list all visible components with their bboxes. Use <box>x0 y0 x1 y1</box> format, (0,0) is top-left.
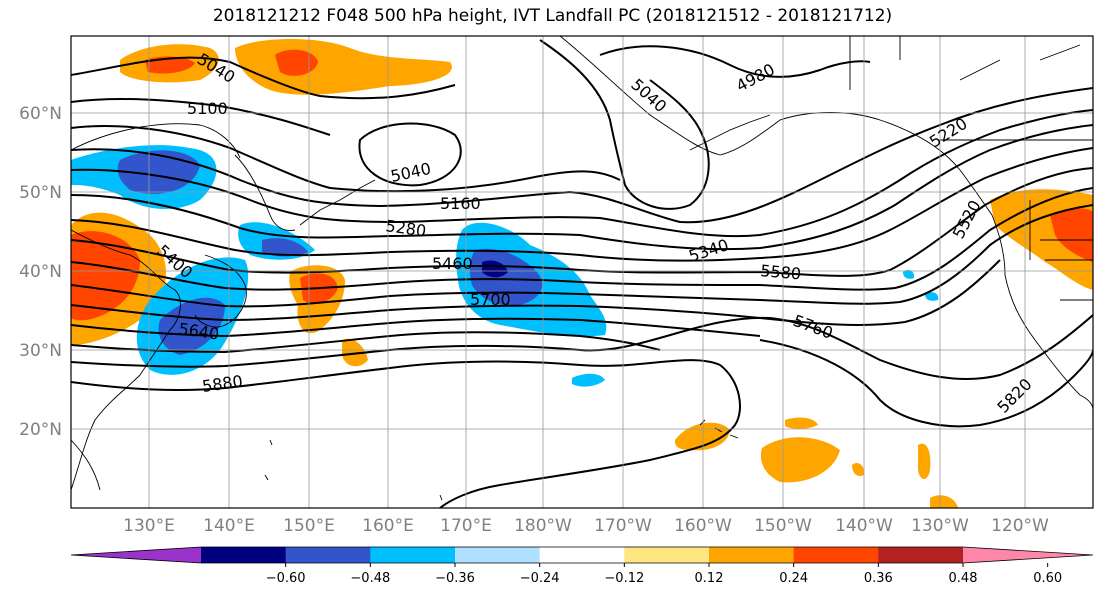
map-frame <box>70 35 1094 509</box>
japan-coastline <box>194 254 247 328</box>
colorbar-segment <box>455 547 541 563</box>
alaska-coastline <box>559 36 993 216</box>
negative-anomaly-region <box>903 270 915 279</box>
latitude-label: 60°N <box>19 104 62 124</box>
contour-5520 <box>71 204 1093 308</box>
latitude-label: 50°N <box>19 183 62 203</box>
pacific-islands <box>264 439 443 501</box>
contour-5220 <box>71 109 1093 238</box>
colorbar: −0.60 −0.48 −0.36 −0.24 −0.12 0.12 0.24 0.36 0.4… <box>70 546 1094 586</box>
height-contours <box>71 39 1093 508</box>
colorbar-segment <box>539 547 625 563</box>
colorbar-tick-label: 0.36 <box>864 571 893 586</box>
colorbar-segment <box>201 547 287 563</box>
positive-anomaly-region <box>918 443 931 479</box>
contour-5340 <box>71 147 1093 262</box>
longitude-label: 160°W <box>674 516 732 536</box>
negative-anomaly-region <box>925 292 939 301</box>
latitude-label: 20°N <box>19 420 62 440</box>
contour-5760 <box>71 314 1093 380</box>
colorbar-tick-label: 0.24 <box>779 571 808 586</box>
colorbar-segment <box>370 547 456 563</box>
longitude-label: 160°E <box>362 516 414 536</box>
positive-anomaly-region <box>342 338 368 367</box>
map-title: 2018121212 F048 500 hPa height, IVT Land… <box>212 6 893 26</box>
negative-anomaly-region <box>117 150 200 194</box>
contour-5820 <box>759 339 1093 428</box>
colorbar-tick-label: 0.48 <box>949 571 978 586</box>
positive-anomaly-region <box>852 463 865 476</box>
longitude-label: 170°E <box>440 516 492 536</box>
contour-ridge-1 <box>71 125 621 193</box>
colorbar-tick-label: −0.60 <box>266 571 306 586</box>
contour-label: 5580 <box>760 261 802 283</box>
positive-anomaly-region <box>760 437 840 483</box>
colorbar-tick-label: −0.24 <box>520 571 560 586</box>
contour-label: 5160 <box>440 194 481 213</box>
contour-5460 <box>71 187 1093 291</box>
colorbar-extend-low <box>71 547 201 563</box>
colorbar-tick-label: −0.36 <box>435 571 475 586</box>
negative-anomaly-region <box>158 297 225 355</box>
colorbar-segment <box>285 547 371 563</box>
contour-5640 <box>71 317 761 338</box>
negative-anomaly-region <box>262 238 308 257</box>
latitude-label: 30°N <box>19 341 62 361</box>
contour-5880 <box>71 359 741 508</box>
colorbar-extend-high <box>963 547 1093 563</box>
contour-5700 <box>71 331 661 354</box>
okhotsk-coastline <box>71 123 241 159</box>
longitude-label: 130°E <box>123 516 175 536</box>
positive-anomaly-region <box>785 417 818 429</box>
graticule <box>71 36 1093 508</box>
na-west-coastline <box>991 214 1093 411</box>
contour-5160 <box>71 87 1093 224</box>
colorbar-tick-label: −0.12 <box>604 571 644 586</box>
longitude-label: 170°W <box>594 516 652 536</box>
colorbar-outline <box>70 546 1094 564</box>
kamchatka-coastline <box>234 154 296 231</box>
colorbar-tick-label: 0.12 <box>695 571 724 586</box>
colorbar-segment <box>624 547 710 563</box>
kuril-islands <box>299 179 376 226</box>
positive-anomaly-region <box>674 422 730 451</box>
longitude-label: 140°E <box>203 516 255 536</box>
contour-5100 <box>71 98 331 136</box>
contour-5280 <box>71 124 1093 251</box>
positive-anomaly-region <box>1050 208 1093 262</box>
contour-5040-alaska <box>539 39 710 210</box>
positive-anomaly-region <box>71 231 140 321</box>
contour-label: 5460 <box>432 254 473 273</box>
contour-label: 5100 <box>187 99 228 118</box>
colorbar-segment <box>709 547 795 563</box>
us-state-lines <box>1029 200 1093 301</box>
longitude-label: 150°W <box>754 516 812 536</box>
asia-coastline <box>71 229 181 491</box>
negative-anomaly-region <box>482 260 508 278</box>
positive-anomaly-region <box>275 49 318 76</box>
colorbar-tick-label: −0.48 <box>350 571 390 586</box>
longitude-label: 180°W <box>514 516 572 536</box>
contour-5040-north <box>71 56 456 100</box>
contour-5580 <box>71 259 1001 326</box>
colorbar-tick-label: 0.60 <box>1033 571 1062 586</box>
sea-coast-south <box>71 439 101 491</box>
longitude-label: 150°E <box>283 516 335 536</box>
contour-5040-low <box>358 122 462 187</box>
colorbar-segment <box>878 547 964 563</box>
negative-anomaly-region <box>572 373 605 387</box>
contour-4980 <box>599 45 871 78</box>
longitude-label: 130°W <box>911 516 969 536</box>
longitude-label: 140°W <box>835 516 893 536</box>
colorbar-segment <box>793 547 879 563</box>
contour-label: 5700 <box>470 290 511 309</box>
longitude-label: 120°W <box>991 516 1049 536</box>
positive-anomaly-region <box>930 495 958 508</box>
latitude-label: 40°N <box>19 262 62 282</box>
